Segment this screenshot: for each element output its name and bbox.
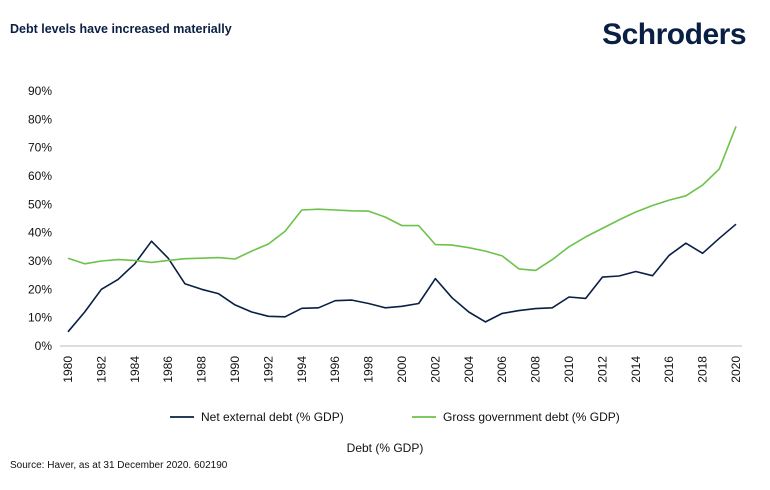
x-tick-label: 2004	[462, 356, 476, 383]
x-tick-label: 2012	[595, 356, 609, 383]
y-tick-label: 30%	[28, 254, 52, 268]
x-tick-label: 2018	[696, 356, 710, 383]
y-tick-label: 10%	[28, 311, 52, 325]
x-tick-label: 1982	[94, 356, 108, 383]
x-tick-label: 1996	[328, 356, 342, 383]
y-tick-label: 90%	[28, 84, 52, 98]
y-tick-label: 40%	[28, 226, 52, 240]
x-tick-label: 2006	[495, 356, 509, 383]
legend: Net external debt (% GDP) Gross governmen…	[170, 410, 620, 424]
x-tick-label: 2002	[428, 356, 442, 383]
gross-government-debt-line	[67, 126, 737, 272]
x-tick-label: 2000	[395, 356, 409, 383]
y-tick-label: 70%	[28, 141, 52, 155]
x-tick-label: 1992	[261, 356, 275, 383]
legend-label: Gross government debt (% GDP)	[443, 410, 620, 424]
x-tick-label: 1988	[195, 356, 209, 383]
x-tick-label: 1998	[362, 356, 376, 383]
y-axis: 0% 10% 20% 30% 40% 50% 60% 70% 80% 90%	[28, 84, 52, 353]
y-tick-label: 50%	[28, 197, 52, 211]
y-tick-label: 80%	[28, 112, 52, 126]
schroders-logo: Schroders	[602, 18, 746, 51]
source-note: Source: Haver, as at 31 December 2020. 6…	[10, 460, 228, 471]
x-tick-label: 2016	[662, 356, 676, 383]
chart-title: Debt levels have increased materially	[10, 22, 232, 36]
x-tick-label: 2010	[562, 356, 576, 383]
x-tick-label: 1980	[61, 356, 75, 383]
x-tick-label: 1984	[128, 356, 142, 383]
x-axis: 1980 1982 1984 1986 1988 1990 1992 1994 1996 1998…	[60, 345, 743, 383]
y-tick-label: 20%	[28, 282, 52, 296]
x-axis-label: Debt (% GDP)	[347, 441, 424, 455]
y-tick-label: 60%	[28, 169, 52, 183]
net-external-debt-line	[67, 223, 737, 333]
series-lines	[67, 126, 737, 333]
x-tick-label: 2020	[729, 356, 743, 383]
legend-label: Net external debt (% GDP)	[201, 410, 344, 424]
x-tick-label: 1986	[161, 356, 175, 383]
x-tick-label: 1990	[228, 356, 242, 383]
x-tick-label: 1994	[295, 356, 309, 383]
x-tick-label: 2014	[629, 356, 643, 383]
y-tick-label: 0%	[35, 339, 53, 353]
x-tick-label: 2008	[529, 356, 543, 383]
